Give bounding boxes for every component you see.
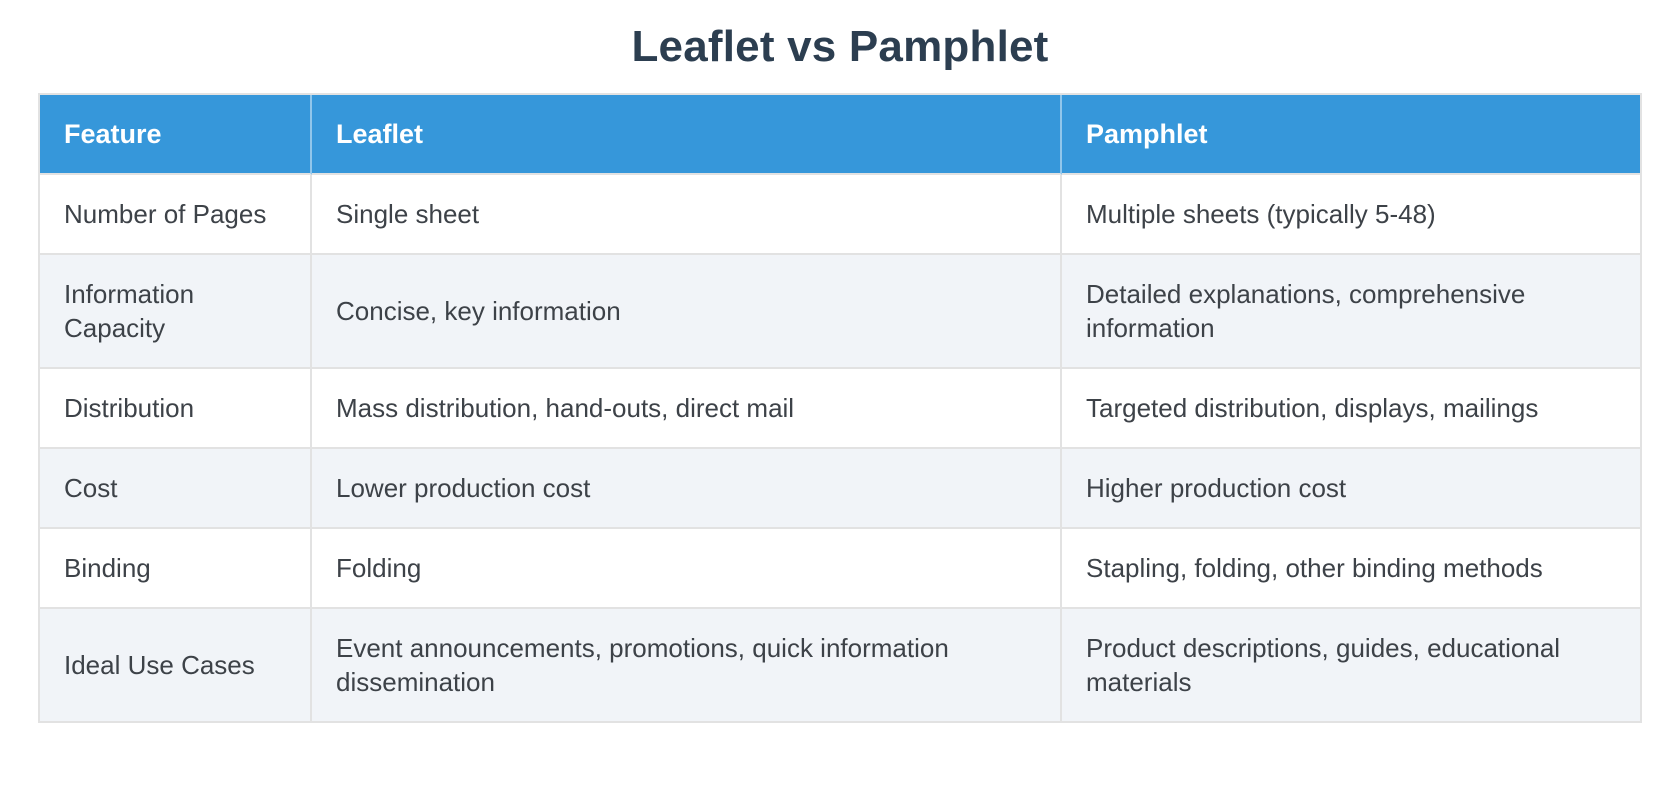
header-cell-feature: Feature [40, 94, 312, 175]
cell-pamphlet: Multiple sheets (typically 5-48) [1062, 174, 1642, 255]
cell-feature: Binding [40, 528, 312, 609]
cell-leaflet: Single sheet [312, 174, 1062, 255]
table-row: Distribution Mass distribution, hand-out… [40, 368, 1642, 449]
cell-leaflet: Mass distribution, hand-outs, direct mai… [312, 368, 1062, 449]
cell-leaflet: Lower production cost [312, 448, 1062, 529]
table-row: Number of Pages Single sheet Multiple sh… [40, 174, 1642, 255]
cell-pamphlet: Targeted distribution, displays, mailing… [1062, 368, 1642, 449]
cell-leaflet: Concise, key information [312, 254, 1062, 369]
cell-feature: Distribution [40, 368, 312, 449]
cell-pamphlet: Detailed explanations, comprehensive inf… [1062, 254, 1642, 369]
cell-leaflet: Event announcements, promotions, quick i… [312, 608, 1062, 723]
cell-feature: Number of Pages [40, 174, 312, 255]
cell-pamphlet: Product descriptions, guides, educationa… [1062, 608, 1642, 723]
header-cell-leaflet: Leaflet [312, 94, 1062, 175]
comparison-table: Feature Leaflet Pamphlet Number of Pages… [38, 92, 1642, 723]
cell-feature: Information Capacity [40, 254, 312, 369]
cell-pamphlet: Stapling, folding, other binding methods [1062, 528, 1642, 609]
table-row: Cost Lower production cost Higher produc… [40, 448, 1642, 529]
header-cell-pamphlet: Pamphlet [1062, 94, 1642, 175]
table-row: Binding Folding Stapling, folding, other… [40, 528, 1642, 609]
cell-feature: Ideal Use Cases [40, 608, 312, 723]
table-row: Information Capacity Concise, key inform… [40, 254, 1642, 369]
header-row: Feature Leaflet Pamphlet [40, 94, 1642, 175]
page-title: Leaflet vs Pamphlet [631, 22, 1049, 71]
cell-feature: Cost [40, 448, 312, 529]
cell-leaflet: Folding [312, 528, 1062, 609]
table-row: Ideal Use Cases Event announcements, pro… [40, 608, 1642, 723]
cell-pamphlet: Higher production cost [1062, 448, 1642, 529]
